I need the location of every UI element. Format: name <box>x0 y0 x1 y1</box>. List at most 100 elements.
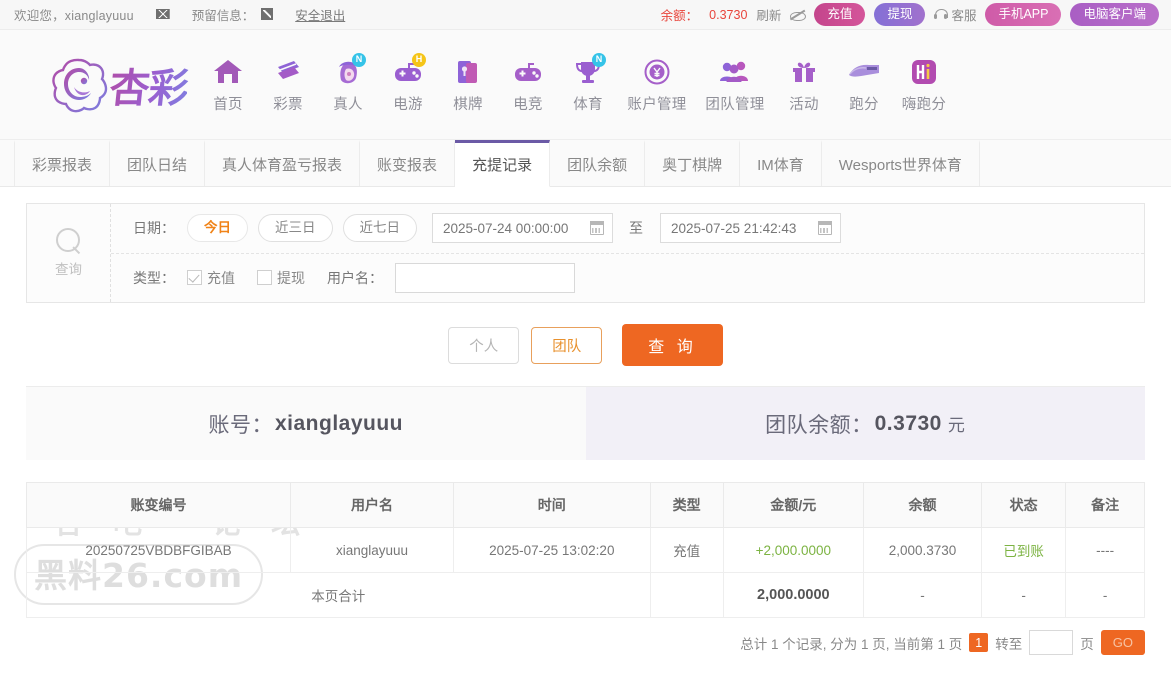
date-to-value: 2025-07-25 21:42:43 <box>671 220 797 236</box>
tab-live-sports-pnl[interactable]: 真人体育盈亏报表 <box>205 140 361 186</box>
balance-value: 0.3730 <box>709 7 748 22</box>
th-type: 类型 <box>649 482 724 528</box>
logout-link[interactable]: 安全退出 <box>295 9 346 23</box>
nav-label: 电游 <box>393 96 423 113</box>
search-label: 查询 <box>55 262 82 277</box>
paofen-icon <box>847 56 881 88</box>
search-panel-title: 查询 <box>27 204 111 302</box>
gift-icon <box>787 56 821 88</box>
goto-page-input[interactable] <box>1029 630 1074 655</box>
date-to-input[interactable]: 2025-07-25 21:42:43 <box>660 213 841 244</box>
th-status: 状态 <box>981 482 1067 528</box>
nav-item-team-management[interactable]: 团队管理 <box>697 56 773 114</box>
cell-type: 充值 <box>649 527 724 573</box>
checkbox-withdraw[interactable] <box>257 270 272 286</box>
range-7days-button[interactable]: 近七日 <box>342 214 417 243</box>
action-buttons: 个人 团队 查 询 <box>26 303 1145 386</box>
th-time: 时间 <box>452 482 651 528</box>
top-bar: 欢迎您，xianglayuuu 预留信息： 安全退出 余额： 0.3730 刷新… <box>0 0 1171 30</box>
table-row[interactable]: 20250725VBDBFGIBAB xianglayuuu 2025-07-2… <box>25 527 1145 573</box>
pagination-summary: 总计 1 个记录, 分为 1 页, 当前第 1 页 <box>740 636 963 652</box>
date-between-label: 至 <box>629 220 643 237</box>
mail-icon[interactable] <box>155 8 170 21</box>
cell-balance: 2,000.3730 <box>863 527 983 573</box>
nav-label: 电竞 <box>513 96 543 113</box>
nav-item-account-management[interactable]: 账户管理 <box>619 56 695 114</box>
nav-label: 真人 <box>333 96 363 113</box>
personal-button[interactable]: 个人 <box>448 326 520 364</box>
nav-item-activity[interactable]: 活动 <box>775 56 833 114</box>
cards-icon <box>451 56 485 88</box>
type-label: 类型： <box>133 269 175 286</box>
recharge-button[interactable]: 充值 <box>814 3 866 26</box>
tab-deposit-withdraw-record[interactable]: 充提记录 <box>455 140 551 187</box>
nav-item-egame[interactable]: H 电游 <box>379 52 437 114</box>
team-balance-summary: 团队余额： 0.3730 元 <box>585 387 1145 460</box>
type-row: 类型： 充值 提现 用户名： <box>111 254 1144 303</box>
nav-label: 棋牌 <box>453 96 483 113</box>
range-today-button[interactable]: 今日 <box>187 214 248 243</box>
date-from-input[interactable]: 2025-07-24 00:00:00 <box>432 213 613 244</box>
nav-item-paofen[interactable]: 跑分 <box>835 56 893 114</box>
nav-item-live[interactable]: N 真人 <box>319 52 377 114</box>
ticket-icon <box>271 56 305 88</box>
th-remark: 备注 <box>1065 482 1145 528</box>
nav-item-lottery[interactable]: 彩票 <box>259 56 317 114</box>
date-label: 日期： <box>133 220 175 237</box>
nav-item-list: 首页 彩票 N 真人 <box>198 52 954 114</box>
date-from-value: 2025-07-24 00:00:00 <box>443 220 569 236</box>
nav-badge: N <box>352 52 366 67</box>
refresh-link[interactable]: 刷新 <box>756 9 782 23</box>
pc-client-button[interactable]: 电脑客户端 <box>1070 3 1159 26</box>
customer-service-label: 客服 <box>951 9 977 23</box>
tab-team-balance[interactable]: 团队余额 <box>550 140 646 186</box>
range-3days-button[interactable]: 近三日 <box>258 214 333 243</box>
calendar-icon[interactable] <box>589 221 605 235</box>
nav-label: 彩票 <box>273 96 303 113</box>
reserved-info-label: 预留信息： <box>191 9 255 23</box>
top-bar-right: 余额： 0.3730 刷新 充值 提现 客服 手机APP 电脑客户端 <box>661 3 1159 26</box>
go-button[interactable]: GO <box>1100 630 1145 655</box>
cell-page-total-balance: - <box>863 572 983 618</box>
th-balance: 余额 <box>863 482 983 528</box>
brand-logo[interactable]: 杏彩 <box>50 56 190 114</box>
team-icon <box>718 56 752 88</box>
nav-label: 跑分 <box>849 96 879 113</box>
tab-wesports[interactable]: Wesports世界体育 <box>822 140 980 186</box>
nav-item-home[interactable]: 首页 <box>199 56 257 114</box>
nav-item-esports[interactable]: 电竞 <box>499 56 557 114</box>
nav-item-chess[interactable]: 棋牌 <box>439 56 497 114</box>
cell-record-id: 20250725VBDBFGIBAB <box>25 527 292 573</box>
tab-odin-chess[interactable]: 奥丁棋牌 <box>645 140 741 186</box>
mobile-app-button[interactable]: 手机APP <box>985 3 1062 26</box>
eye-off-icon[interactable] <box>790 9 807 21</box>
checkbox-recharge[interactable] <box>187 270 202 286</box>
nav-item-sports[interactable]: N 体育 <box>559 52 617 114</box>
tab-lottery-report[interactable]: 彩票报表 <box>14 140 111 186</box>
page-content: 查询 日期： 今日 近三日 近七日 2025-07-24 00:00:00 至 … <box>0 203 1171 618</box>
customer-service-link[interactable]: 客服 <box>934 5 976 24</box>
flower-logo-icon <box>50 56 108 114</box>
cell-username: xianglayuuu <box>290 527 454 573</box>
th-amount: 金额/元 <box>722 482 865 528</box>
cell-status: 已到账 <box>981 527 1067 573</box>
withdraw-button[interactable]: 提现 <box>874 3 926 26</box>
query-button[interactable]: 查 询 <box>622 324 723 366</box>
tab-team-daily[interactable]: 团队日结 <box>110 140 206 186</box>
username-input[interactable] <box>395 262 575 293</box>
records-table: 账变编号 用户名 时间 类型 金额/元 余额 状态 备注 20250725VBD… <box>25 482 1145 618</box>
esports-icon <box>511 56 545 88</box>
pencil-icon[interactable] <box>261 7 274 22</box>
cell-page-total-label: 本页合计 <box>26 572 651 618</box>
tab-im-sports[interactable]: IM体育 <box>740 140 822 186</box>
headset-icon <box>934 9 949 20</box>
pagination: 总计 1 个记录, 分为 1 页, 当前第 1 页 1 转至 页 GO <box>0 618 1171 655</box>
checkbox-recharge-label: 充值 <box>207 269 235 286</box>
calendar-icon[interactable] <box>817 221 833 235</box>
nav-label: 账户管理 <box>627 96 687 113</box>
main-navigation: 杏彩 首页 彩票 <box>0 30 1171 140</box>
team-button[interactable]: 团队 <box>531 326 603 364</box>
current-page-badge[interactable]: 1 <box>969 633 989 652</box>
nav-item-hi-paofen[interactable]: 嗨跑分 <box>895 56 953 114</box>
tab-account-change-report[interactable]: 账变报表 <box>360 140 456 186</box>
